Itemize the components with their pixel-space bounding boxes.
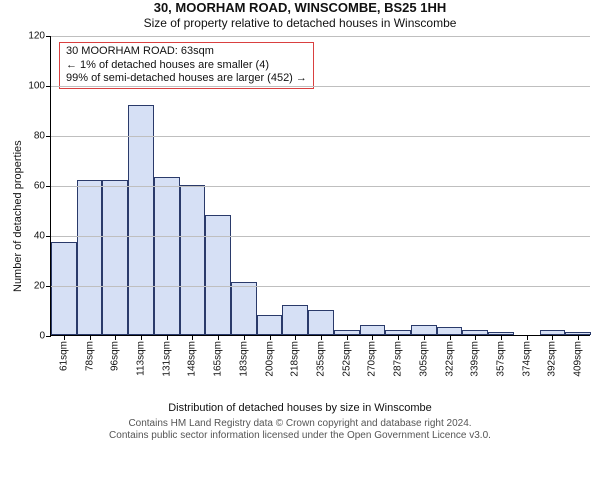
gridline: [51, 86, 590, 87]
gridline: [51, 136, 590, 137]
x-tick-label: 96sqm: [110, 341, 121, 371]
histogram-bar: [77, 180, 103, 335]
x-tick-label: 374sqm: [521, 341, 532, 377]
histogram-bar: [257, 315, 283, 335]
x-tick-mark: [218, 335, 219, 340]
x-tick-label: 78sqm: [84, 341, 95, 371]
gridline: [51, 236, 590, 237]
plot-container: 30 MOORHAM ROAD: 63sqm ← 1% of detached …: [50, 36, 590, 336]
x-tick-label: 322sqm: [444, 341, 455, 377]
y-tick-label: 40: [34, 230, 45, 241]
annotation-line3: 99% of semi-detached houses are larger (…: [66, 72, 307, 86]
subtitle: Size of property relative to detached ho…: [0, 16, 600, 30]
x-tick-mark: [321, 335, 322, 340]
x-tick-label: 339sqm: [470, 341, 481, 377]
x-tick-mark: [450, 335, 451, 340]
x-tick-label: 61sqm: [58, 341, 69, 371]
annotation-line1: 30 MOORHAM ROAD: 63sqm: [66, 45, 307, 59]
y-tick-label: 20: [34, 280, 45, 291]
annotation-line2: ← 1% of detached houses are smaller (4): [66, 59, 307, 73]
x-tick-label: 218sqm: [290, 341, 301, 377]
y-tick-mark: [46, 136, 51, 137]
x-tick-mark: [424, 335, 425, 340]
x-tick-label: 357sqm: [496, 341, 507, 377]
x-tick-label: 305sqm: [418, 341, 429, 377]
x-tick-mark: [501, 335, 502, 340]
x-tick-mark: [141, 335, 142, 340]
histogram-bar: [437, 327, 463, 335]
x-tick-mark: [527, 335, 528, 340]
histogram-bar: [282, 305, 308, 335]
y-tick-mark: [46, 236, 51, 237]
histogram-bar: [205, 215, 231, 335]
x-tick-mark: [398, 335, 399, 340]
x-tick-label: 200sqm: [264, 341, 275, 377]
footer-line1: Contains HM Land Registry data © Crown c…: [0, 418, 600, 430]
histogram-bar: [102, 180, 128, 335]
x-tick-label: 235sqm: [316, 341, 327, 377]
x-tick-label: 113sqm: [136, 341, 147, 376]
y-tick-mark: [46, 286, 51, 287]
x-tick-label: 148sqm: [187, 341, 198, 377]
y-tick-label: 120: [28, 30, 45, 41]
y-tick-label: 80: [34, 130, 45, 141]
x-tick-mark: [552, 335, 553, 340]
x-tick-mark: [115, 335, 116, 340]
y-tick-mark: [46, 86, 51, 87]
gridline: [51, 36, 590, 37]
gridline: [51, 286, 590, 287]
x-tick-label: 165sqm: [213, 341, 224, 377]
x-tick-mark: [167, 335, 168, 340]
footer-line2: Contains public sector information licen…: [0, 430, 600, 442]
x-tick-mark: [347, 335, 348, 340]
x-tick-mark: [295, 335, 296, 340]
y-tick-label: 60: [34, 180, 45, 191]
x-tick-label: 131sqm: [161, 341, 172, 377]
x-tick-mark: [578, 335, 579, 340]
y-tick-mark: [46, 186, 51, 187]
histogram-bar: [360, 325, 386, 335]
x-tick-mark: [192, 335, 193, 340]
x-axis-caption: Distribution of detached houses by size …: [0, 402, 600, 414]
x-tick-mark: [64, 335, 65, 340]
y-axis-label: Number of detached properties: [12, 140, 24, 292]
annotation-box: 30 MOORHAM ROAD: 63sqm ← 1% of detached …: [59, 42, 314, 89]
x-tick-label: 392sqm: [547, 341, 558, 377]
x-tick-mark: [270, 335, 271, 340]
x-tick-mark: [475, 335, 476, 340]
x-tick-label: 287sqm: [393, 341, 404, 377]
histogram-bar: [180, 185, 206, 335]
y-tick-mark: [46, 36, 51, 37]
title-line1: 30, MOORHAM ROAD, WINSCOMBE, BS25 1HH: [154, 0, 447, 15]
histogram-bar: [411, 325, 437, 335]
x-tick-label: 270sqm: [367, 341, 378, 377]
histogram-bar: [154, 177, 180, 335]
histogram-bar: [51, 242, 77, 335]
histogram-bar: [231, 282, 257, 335]
x-tick-mark: [244, 335, 245, 340]
x-tick-mark: [372, 335, 373, 340]
histogram-bar: [128, 105, 154, 335]
y-tick-mark: [46, 336, 51, 337]
x-tick-label: 252sqm: [341, 341, 352, 377]
page-title: 30, MOORHAM ROAD, WINSCOMBE, BS25 1HH: [0, 0, 600, 16]
gridline: [51, 186, 590, 187]
x-tick-label: 409sqm: [573, 341, 584, 377]
subtitle-text: Size of property relative to detached ho…: [144, 16, 457, 30]
histogram-bar: [308, 310, 334, 335]
y-tick-label: 0: [39, 330, 45, 341]
plot-area: 30 MOORHAM ROAD: 63sqm ← 1% of detached …: [50, 36, 590, 336]
y-tick-label: 100: [28, 80, 45, 91]
x-tick-mark: [90, 335, 91, 340]
chart-wrap: Number of detached properties 30 MOORHAM…: [0, 36, 600, 400]
footer: Contains HM Land Registry data © Crown c…: [0, 418, 600, 442]
x-tick-label: 183sqm: [238, 341, 249, 377]
